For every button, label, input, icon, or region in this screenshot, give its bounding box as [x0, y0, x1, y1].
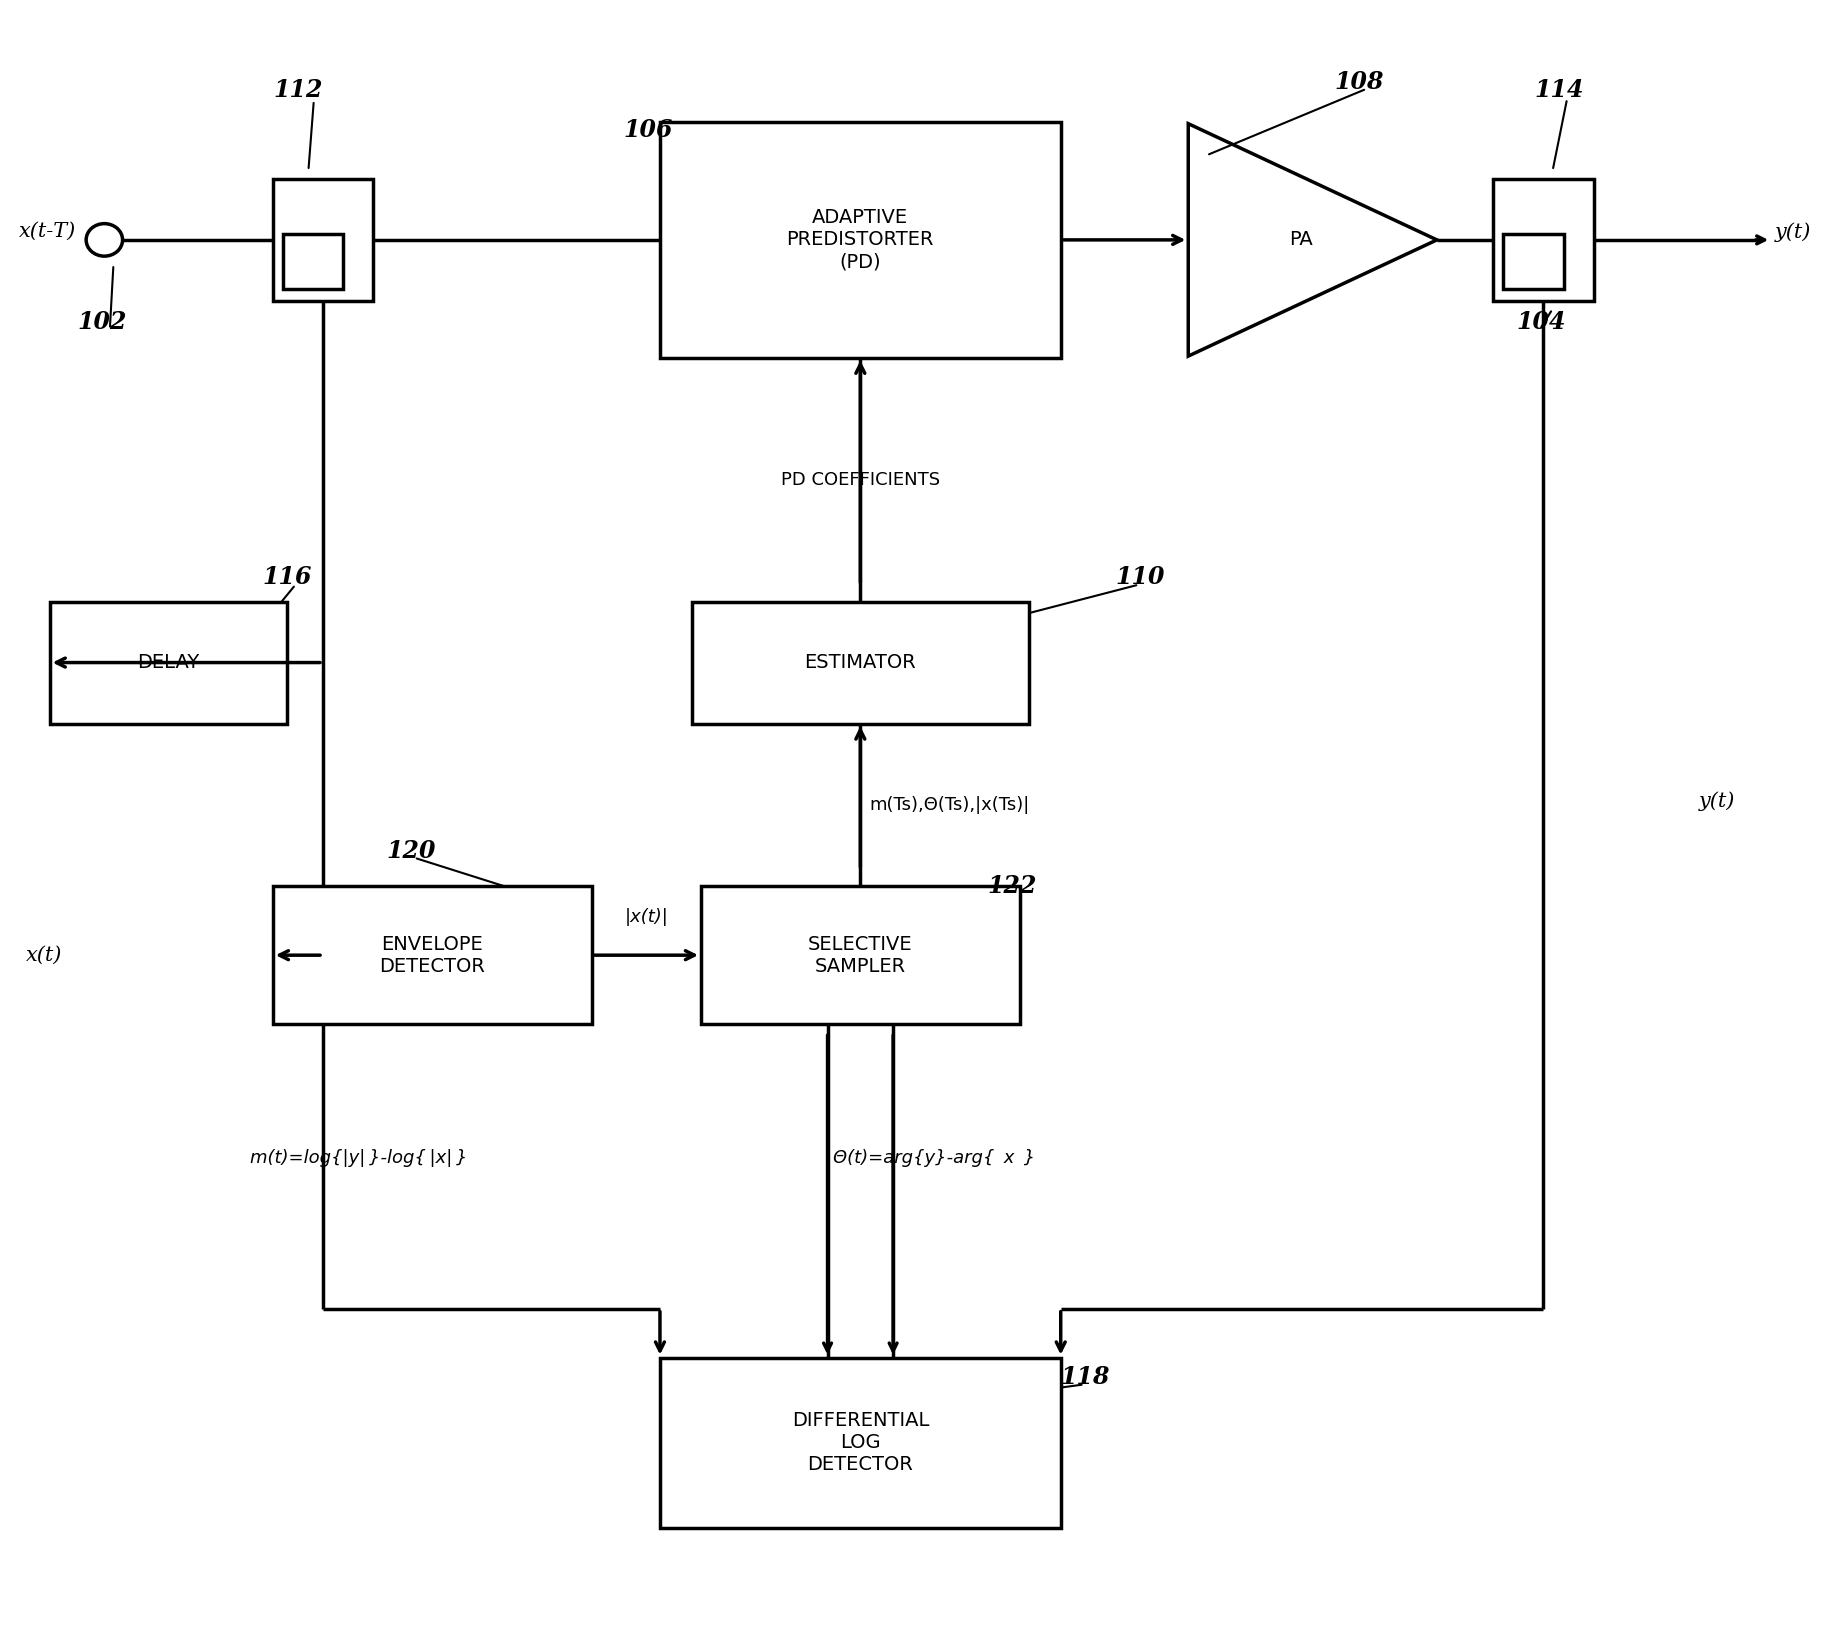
Text: 112: 112 [274, 78, 324, 101]
Text: 120: 120 [386, 838, 436, 863]
Bar [284, 234, 342, 289]
Text: ESTIMATOR: ESTIMATOR [805, 654, 917, 672]
Text: 108: 108 [1334, 70, 1383, 93]
Text: m(t)=log{|y| }-log{ |x| }: m(t)=log{|y| }-log{ |x| } [251, 1149, 468, 1167]
Text: 116: 116 [264, 565, 313, 590]
Bar [661, 1358, 1061, 1528]
Text: PA: PA [1288, 230, 1312, 250]
Text: 106: 106 [624, 118, 673, 142]
Text: 104: 104 [1515, 310, 1566, 335]
Bar [273, 180, 373, 301]
Text: DELAY: DELAY [137, 654, 199, 672]
Bar [692, 601, 1028, 724]
Bar [1493, 180, 1594, 301]
Text: SELECTIVE
SAMPLER: SELECTIVE SAMPLER [809, 935, 913, 975]
Text: x(t-Τ): x(t-Τ) [18, 222, 77, 242]
Text: 110: 110 [1114, 565, 1166, 590]
Text: DIFFERENTIAL
LOG
DETECTOR: DIFFERENTIAL LOG DETECTOR [792, 1412, 930, 1474]
Text: 118: 118 [1061, 1366, 1111, 1389]
Text: m(Ts),Θ(Ts),|x(Ts)|: m(Ts),Θ(Ts),|x(Ts)| [869, 796, 1030, 814]
Text: ENVELOPE
DETECTOR: ENVELOPE DETECTOR [379, 935, 485, 975]
Text: x(t): x(t) [26, 946, 62, 964]
Text: y(t): y(t) [1775, 222, 1812, 242]
Bar [273, 886, 591, 1025]
Bar [49, 601, 287, 724]
Text: 114: 114 [1534, 78, 1585, 101]
Text: y(t): y(t) [1698, 791, 1735, 810]
Bar [701, 886, 1019, 1025]
Text: 102: 102 [77, 310, 126, 335]
Text: |x(t)|: |x(t)| [624, 909, 668, 926]
Text: Θ(t)=arg{y}-arg{  x  }: Θ(t)=arg{y}-arg{ x } [833, 1149, 1036, 1167]
Text: ADAPTIVE
PREDISTORTER
(PD): ADAPTIVE PREDISTORTER (PD) [787, 209, 933, 271]
Text: PD COEFFICIENTS: PD COEFFICIENTS [781, 471, 941, 489]
Bar [661, 123, 1061, 358]
Bar [1504, 234, 1563, 289]
Text: 122: 122 [988, 874, 1038, 899]
